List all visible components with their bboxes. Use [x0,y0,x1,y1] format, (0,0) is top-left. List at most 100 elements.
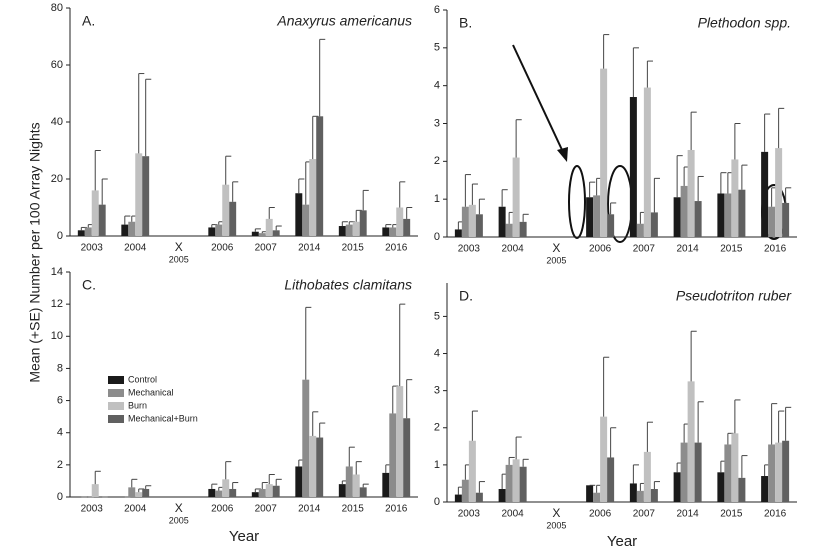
bar [738,189,746,237]
highlight-ellipse [568,165,586,239]
legend-label: Control [128,374,157,384]
bar [302,204,310,236]
x-axis-title: Year [229,528,259,545]
y-tick-label: 2 [434,422,440,434]
bar [258,233,266,236]
bar [643,87,651,237]
y-tick-label: 12 [51,298,63,310]
bar [600,416,608,502]
bar [512,459,520,502]
bar [607,214,615,237]
bar [251,492,259,497]
error-bar [653,481,660,490]
error-bar [268,207,275,219]
bar [768,444,776,502]
error-bar [355,461,362,475]
panel-letter: A. [82,13,95,29]
error-bar [508,456,515,465]
bar [316,437,324,497]
bar [782,202,790,237]
error-bar [268,474,275,485]
error-bar [341,221,348,227]
error-bar [610,202,617,215]
error-bar [385,224,392,228]
gap-marker: X [175,501,183,515]
bar [359,210,367,236]
y-tick-label: 0 [434,496,440,508]
bar [454,494,462,502]
x-tick-label: 2003 [81,504,104,515]
x-tick-label: 2006 [589,244,612,255]
bar [498,489,506,502]
panel-letter: B. [459,15,472,31]
x-tick-label: 2016 [764,244,787,255]
bar [135,492,143,497]
bar [505,464,513,502]
bar [519,221,527,237]
bar [761,151,769,237]
x-tick-label: 2003 [458,244,481,255]
x-tick-label: 2003 [458,509,481,520]
bar [586,485,594,502]
x-tick-label: 2016 [385,504,408,515]
bar [91,484,99,497]
error-bar [362,189,369,211]
x-tick-label: 2005 [169,515,189,525]
bar [731,433,739,502]
x-tick-label: 2015 [342,243,365,254]
bar [687,381,695,502]
y-tick-label: 4 [434,347,440,359]
bar [396,207,404,236]
panel-title: Plethodon spp. [698,15,791,31]
y-tick-label: 20 [51,173,63,185]
bar [586,197,594,237]
error-bar [501,189,508,207]
gap-marker: X [552,241,560,255]
error-bar [478,198,485,215]
error-bar [131,478,138,488]
x-tick-label: 2005 [546,255,566,265]
bar [135,153,143,236]
bar [382,472,390,497]
x-tick-label: 2007 [255,243,278,254]
error-bar [225,155,232,185]
y-tick-label: 2 [434,155,440,167]
bar [316,116,324,236]
y-tick-label: 80 [51,2,63,14]
bar [128,221,136,236]
error-bar [464,174,471,207]
error-bar [653,177,660,213]
error-bar [741,164,748,190]
panel-title: Pseudotriton ruber [676,288,793,304]
error-bar [785,187,792,203]
bar [208,488,216,497]
error-bar [319,38,326,117]
bar [629,97,637,238]
y-tick-label: 5 [434,42,440,54]
bar [389,227,397,236]
x-tick-label: 2014 [298,243,321,254]
error-bar [319,422,326,438]
x-tick-label: 2006 [211,504,234,515]
bar [694,201,702,237]
error-bar [741,455,748,478]
y-tick-label: 1 [434,459,440,471]
x-tick-label: 2007 [633,244,656,255]
y-tick-label: 3 [434,117,440,129]
bar [229,488,237,497]
bar [403,418,411,497]
bar [345,466,353,497]
bar [607,457,615,502]
error-bar [362,483,369,488]
error-bar [764,113,771,152]
x-tick-label: 2015 [342,504,365,515]
x-tick-label: 2016 [764,509,787,520]
legend-swatch [108,402,124,410]
bar [251,231,259,236]
bar [215,490,223,497]
error-bar [471,183,478,205]
bar [475,214,483,237]
error-bar [478,481,485,493]
